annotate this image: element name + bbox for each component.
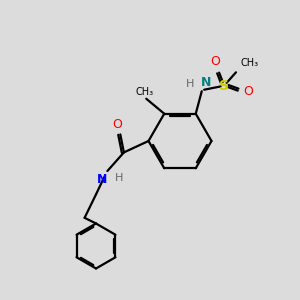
Text: N: N xyxy=(96,173,107,186)
Text: S: S xyxy=(219,79,229,93)
Text: O: O xyxy=(244,85,254,98)
Text: H: H xyxy=(186,79,194,89)
Text: CH₃: CH₃ xyxy=(240,58,258,68)
Text: H: H xyxy=(115,173,123,183)
Text: O: O xyxy=(210,55,220,68)
Text: CH₃: CH₃ xyxy=(136,87,154,97)
Text: N: N xyxy=(201,76,212,89)
Text: O: O xyxy=(112,118,122,131)
